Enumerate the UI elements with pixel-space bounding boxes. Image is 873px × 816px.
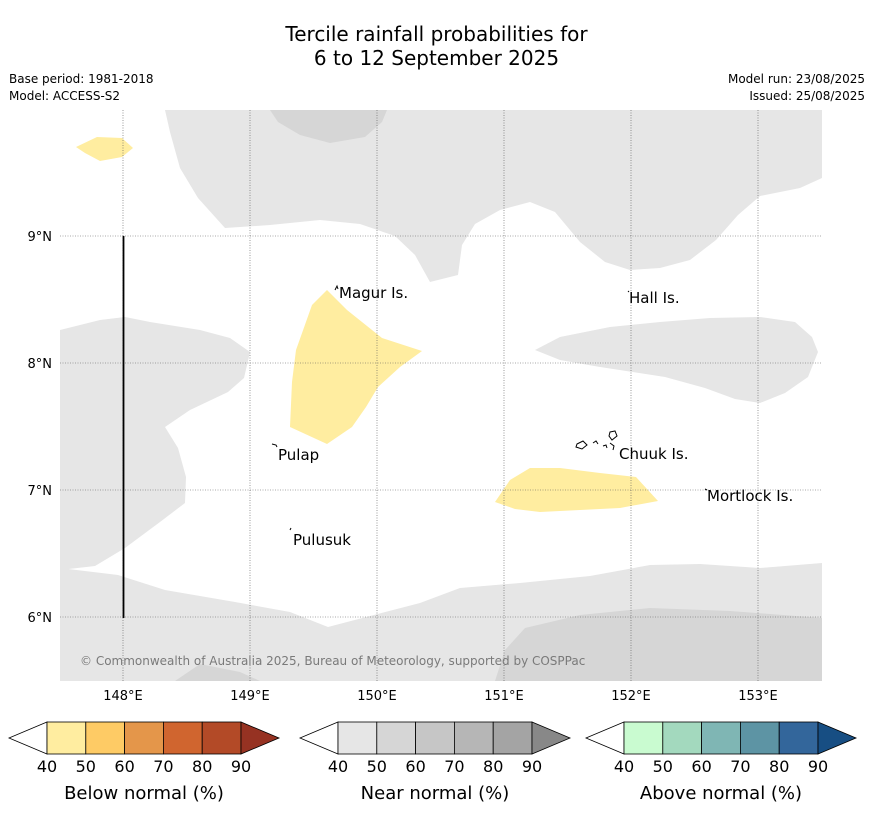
island-outlines: [271, 284, 708, 531]
meta-left: Base period: 1981-2018 Model: ACCESS-S2: [9, 71, 154, 105]
colorbar-below-normal: 40 50 60 70 80 90 Below normal (%): [7, 721, 281, 804]
below-colorbar-box: [124, 721, 164, 755]
title-line-1: Tercile rainfall probabilities for: [285, 22, 588, 46]
above-colorbar-label: Above normal (%): [640, 783, 802, 804]
colorbar-near-normal: 40 50 60 70 80 90 Near normal (%): [298, 721, 572, 804]
place-label-hall: Hall Is.: [629, 289, 680, 307]
below-tick-label: 60: [114, 757, 134, 776]
below-colorbar-box: [46, 721, 87, 755]
below-extension-low: [7, 721, 48, 755]
place-label-pulusuk: Pulusuk: [293, 531, 351, 549]
near-tick-label: 40: [328, 757, 348, 776]
below-tick-label: 80: [192, 757, 212, 776]
place-label-magur: Magur Is.: [339, 284, 408, 302]
above-tick-label: 80: [769, 757, 789, 776]
meta-right: Model run: 23/08/2025 Issued: 25/08/2025: [728, 71, 865, 105]
above-tick-label: 40: [614, 757, 634, 776]
near-normal-region-east: [535, 317, 818, 403]
lat-tick-6n: 6°N: [28, 611, 53, 626]
near-extension-low: [298, 721, 339, 755]
above-colorbar-box: [662, 721, 702, 755]
colorbar-above-normal: 40 50 60 70 80 90 Above normal (%): [584, 721, 858, 804]
copyright-notice: © Commonwealth of Australia 2025, Bureau…: [80, 654, 585, 668]
near-extension-high: [531, 721, 572, 755]
near-tick-label: 70: [444, 757, 464, 776]
lat-tick-9n: 9°N: [28, 230, 53, 245]
near-tick-label: 50: [367, 757, 387, 776]
near-colorbar-box: [453, 721, 494, 755]
above-tick-label: 60: [691, 757, 711, 776]
below-colorbar-label: Below normal (%): [64, 783, 224, 804]
near-colorbar-box: [376, 721, 416, 755]
model-name: Model: ACCESS-S2: [9, 89, 121, 103]
below-colorbar-box: [85, 721, 126, 755]
below-colorbar-box: [201, 721, 242, 755]
below-tick-label: 40: [37, 757, 57, 776]
near-colorbar-box: [415, 721, 455, 755]
below-extension-high: [240, 721, 281, 755]
lon-tick-151e: 151°E: [484, 689, 524, 704]
near-tick-label: 80: [483, 757, 503, 776]
above-colorbar-box: [740, 721, 780, 755]
lon-tick-153e: 153°E: [738, 689, 778, 704]
lat-tick-7n: 7°N: [28, 484, 53, 499]
near-normal-region-south-inner: [495, 608, 822, 681]
near-normal-region-southwest-inner: [175, 664, 260, 681]
below-tick-label: 70: [153, 757, 173, 776]
title-line-2: 6 to 12 September 2025: [313, 46, 560, 70]
map-title: Tercile rainfall probabilities for 6 to …: [0, 22, 873, 70]
below-tick-label: 90: [231, 757, 251, 776]
above-colorbar-box: [778, 721, 819, 755]
latitude-ticks: 9°N 8°N 7°N 6°N: [28, 230, 53, 626]
below-normal-region-northwest: [76, 137, 133, 161]
below-normal-region-southeast: [495, 468, 658, 512]
lat-tick-8n: 8°N: [28, 357, 53, 372]
issued-date: Issued: 25/08/2025: [749, 89, 865, 103]
near-normal-region-north: [165, 110, 822, 282]
lon-tick-152e: 152°E: [611, 689, 651, 704]
near-colorbar-box: [492, 721, 533, 755]
above-tick-label: 50: [653, 757, 673, 776]
model-run: Model run: 23/08/2025: [727, 72, 865, 86]
lon-tick-149e: 149°E: [230, 689, 270, 704]
below-colorbar-box: [162, 721, 203, 755]
base-period: Base period: 1981-2018: [9, 72, 154, 86]
above-colorbar-box: [623, 721, 664, 755]
near-tick-label: 60: [405, 757, 425, 776]
below-normal-region-central: [290, 290, 422, 444]
above-extension-low: [584, 721, 625, 755]
above-tick-label: 70: [730, 757, 750, 776]
place-label-mortlock: Mortlock Is.: [707, 487, 793, 505]
map-frame: Magur Is. Hall Is. Pulap Chuuk Is. Mortl…: [60, 110, 822, 681]
near-normal-region-west: [60, 317, 250, 570]
near-colorbar-box: [337, 721, 378, 755]
longitude-ticks: 148°E 149°E 150°E 151°E 152°E 153°E: [103, 689, 778, 704]
above-extension-high: [817, 721, 858, 755]
above-colorbar-box: [701, 721, 741, 755]
above-tick-label: 90: [808, 757, 828, 776]
near-colorbar-label: Near normal (%): [361, 783, 510, 804]
near-normal-region-north-inner: [270, 110, 387, 143]
lon-tick-150e: 150°E: [357, 689, 397, 704]
below-tick-label: 50: [76, 757, 96, 776]
place-label-pulap: Pulap: [278, 446, 319, 464]
near-tick-label: 90: [522, 757, 542, 776]
place-label-chuuk: Chuuk Is.: [619, 445, 688, 463]
lon-tick-148e: 148°E: [103, 689, 143, 704]
